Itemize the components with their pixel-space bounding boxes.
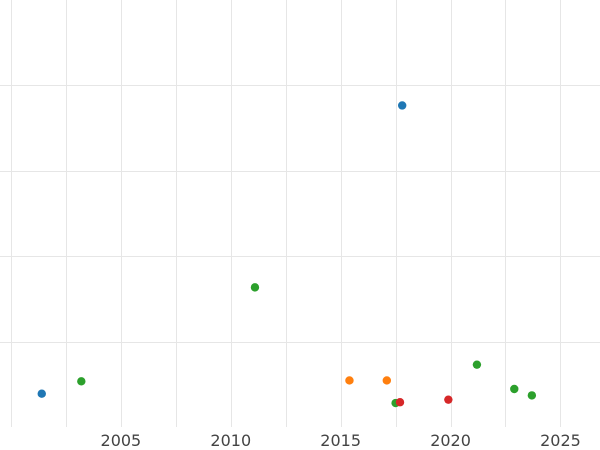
x-tick-label: 2020 (430, 431, 471, 450)
data-point (37, 389, 46, 398)
x-gridlines (11, 0, 561, 427)
x-tick-label: 2010 (210, 431, 251, 450)
x-tick-label: 2005 (101, 431, 142, 450)
data-point (345, 376, 354, 385)
data-point (527, 391, 537, 400)
data-point (250, 283, 260, 292)
data-points (37, 101, 537, 408)
data-point (444, 395, 453, 404)
data-point (382, 376, 392, 385)
y-gridlines (0, 85, 600, 343)
data-point (77, 377, 86, 386)
data-point (472, 360, 482, 369)
x-tick-labels: 2005 2010 2015 2020 2025 (101, 431, 581, 450)
x-tick-label: 2025 (540, 431, 581, 450)
data-point (395, 398, 405, 407)
data-point (397, 101, 407, 110)
x-tick-label: 2015 (320, 431, 361, 450)
data-point (510, 384, 519, 394)
